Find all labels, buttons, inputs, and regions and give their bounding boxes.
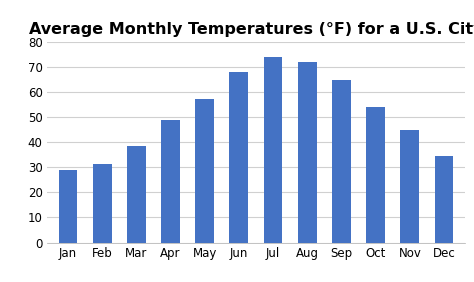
Bar	[435, 156, 454, 243]
Bar	[332, 80, 351, 243]
Bar	[401, 130, 419, 243]
Bar	[58, 170, 77, 243]
Bar	[229, 72, 248, 243]
Bar	[161, 120, 180, 243]
Title: Average Monthly Temperatures (°F) for a U.S. City: Average Monthly Temperatures (°F) for a …	[29, 22, 474, 37]
Bar	[366, 107, 385, 243]
Bar	[195, 99, 214, 243]
Bar	[298, 62, 317, 243]
Bar	[93, 164, 111, 243]
Bar	[127, 146, 146, 243]
Bar	[264, 57, 283, 243]
